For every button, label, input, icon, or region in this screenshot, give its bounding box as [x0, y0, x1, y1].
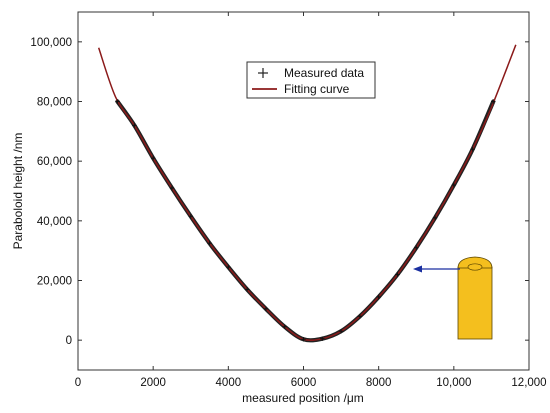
- measured-point: [470, 147, 475, 152]
- legend-measured-label: Measured data: [284, 66, 364, 80]
- measured-point: [395, 272, 400, 277]
- y-tick-label: 80,000: [37, 97, 72, 109]
- measured-point: [263, 306, 269, 312]
- axes-layer: 0 2000 4000 6000 8000 10,000 12,000 0 20,000 40,0…: [30, 12, 547, 389]
- measured-point: [207, 241, 212, 246]
- marker-layer: [115, 99, 496, 342]
- y-tick-label: 60,000: [37, 156, 72, 168]
- measured-data-band: [115, 99, 496, 343]
- measured-point: [150, 155, 156, 161]
- measured-point: [376, 294, 381, 300]
- measured-point: [491, 99, 496, 104]
- y-axis-label: Paraboloid height /nm: [11, 133, 25, 250]
- measured-point: [338, 329, 344, 334]
- x-tick-label: 8000: [366, 377, 392, 389]
- x-axis-label: measured position /μm: [242, 391, 364, 405]
- x-tick-label: 2000: [140, 377, 166, 389]
- measured-point: [357, 314, 363, 319]
- legend-marker-icon: [258, 68, 268, 78]
- measured-point: [188, 214, 193, 219]
- measured-point: [451, 182, 457, 188]
- measured-point: [132, 123, 137, 128]
- legend-box: [246, 61, 376, 99]
- x-tick-label: 4000: [216, 377, 242, 389]
- measured-point: [169, 185, 175, 191]
- y-tick-label: 0: [66, 335, 72, 347]
- x-tick-label: 0: [75, 377, 81, 389]
- y-tick-label: 20,000: [37, 276, 72, 288]
- x-tick-label: 10,000: [436, 377, 471, 389]
- y-tick-label: 40,000: [37, 216, 72, 228]
- x-tick-label: 12,000: [511, 377, 546, 389]
- measured-point: [301, 337, 306, 342]
- x-tick-label: 6000: [291, 377, 317, 389]
- measured-point: [115, 99, 120, 104]
- measured-point: [282, 324, 287, 329]
- measured-point: [244, 287, 250, 292]
- pointer-arrow: [413, 265, 460, 273]
- measured-point: [432, 215, 438, 221]
- measured-point: [320, 336, 325, 341]
- legend-fitting-label: Fitting curve: [284, 82, 350, 96]
- y-tick-label: 100,000: [30, 37, 72, 49]
- measured-point: [226, 264, 231, 270]
- lens-part-icon: [457, 256, 493, 340]
- legend: Measured data Fitting curve: [246, 61, 376, 99]
- measured-point: [414, 245, 419, 250]
